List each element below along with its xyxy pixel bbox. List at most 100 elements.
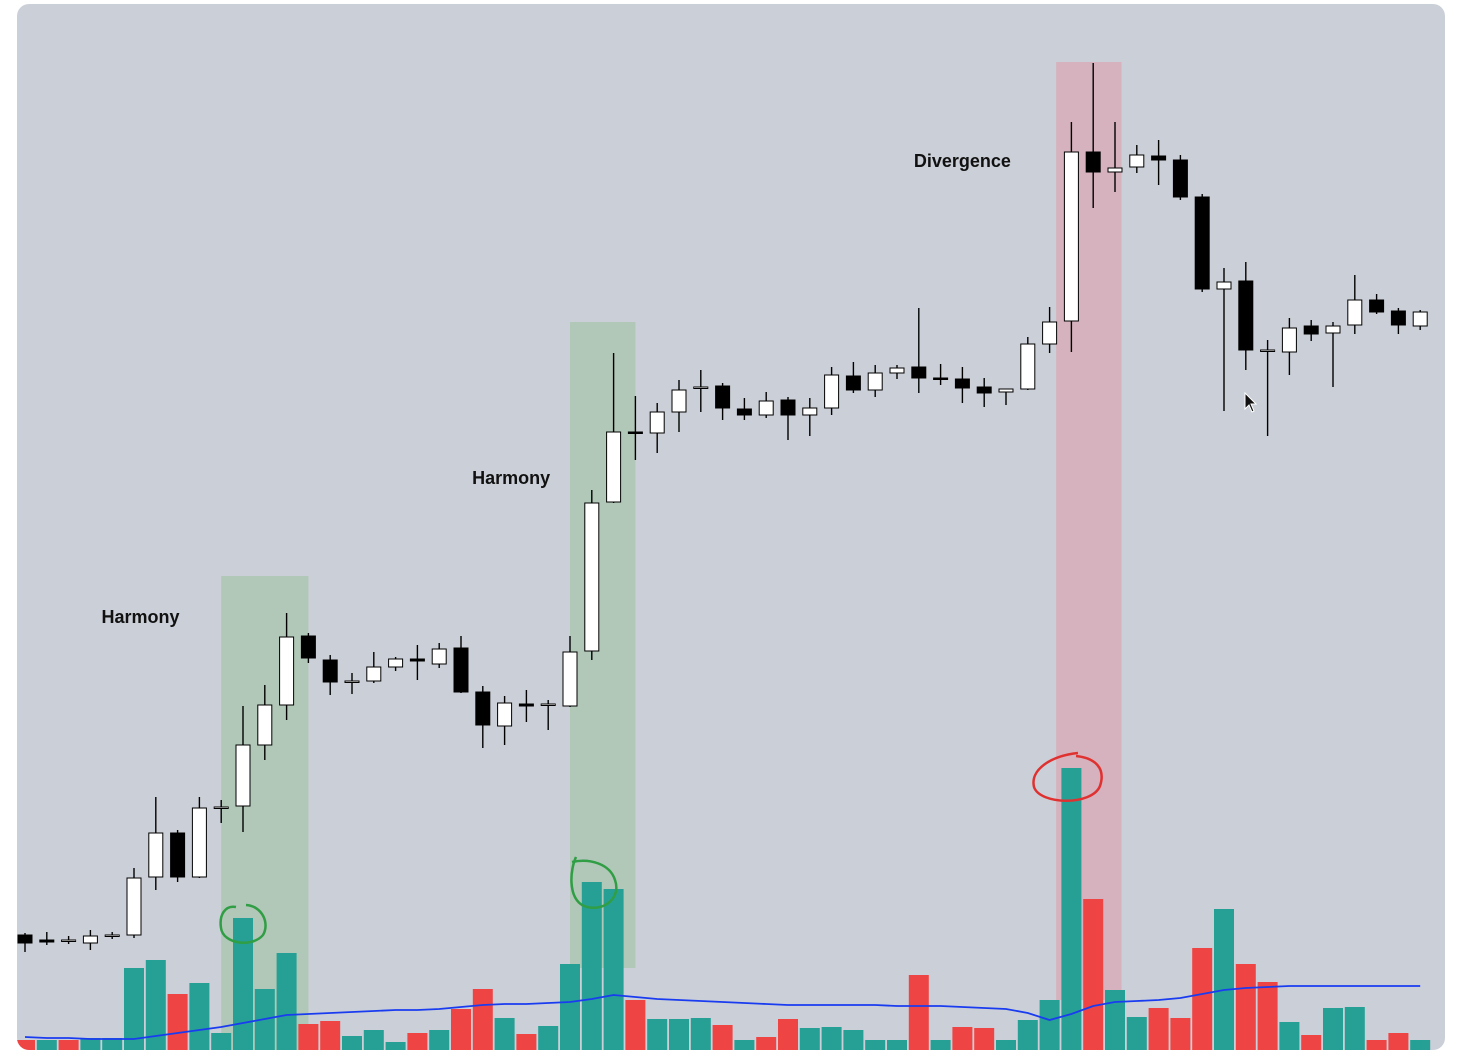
volume-bar <box>1344 1007 1365 1050</box>
candle-body <box>279 636 295 706</box>
volume-bar <box>429 1030 450 1050</box>
candle-body <box>954 378 970 389</box>
volume-bar <box>1410 1040 1431 1050</box>
candle-body <box>1390 310 1406 326</box>
volume-bar <box>560 964 580 1050</box>
candle-body <box>693 386 709 389</box>
volume-bar <box>1214 909 1234 1050</box>
candle-body <box>780 399 796 416</box>
candle-body <box>1063 151 1079 322</box>
candle-body <box>213 806 229 809</box>
volume-bar <box>1192 948 1213 1050</box>
candle-body <box>1107 167 1123 173</box>
volume-bar <box>1039 1000 1060 1050</box>
volume-bar <box>603 889 624 1050</box>
volume-bar <box>211 1033 232 1050</box>
volume-bar <box>1148 1008 1169 1050</box>
volume-bar <box>756 1037 777 1050</box>
candle-body <box>562 651 578 707</box>
volume-bar <box>233 918 253 1050</box>
candle-body <box>1020 343 1036 390</box>
candle-body <box>1281 327 1297 353</box>
candle-body <box>1412 311 1428 327</box>
volume-bar <box>952 1027 973 1050</box>
volume-bar <box>407 1033 428 1050</box>
candle-body <box>824 374 840 409</box>
candle-body <box>998 388 1014 393</box>
candle-body <box>1325 325 1341 334</box>
volume-bar <box>102 1038 123 1050</box>
volume-bar <box>58 1040 79 1050</box>
volume-bar <box>1083 899 1104 1050</box>
highlight-band <box>570 322 636 968</box>
volume-bar <box>1388 1033 1409 1050</box>
candle-body <box>1238 280 1254 351</box>
volume-bar <box>887 1040 907 1050</box>
volume-bar <box>625 1000 646 1050</box>
candle-body <box>845 375 861 391</box>
volume-bar <box>124 968 144 1050</box>
candle-body <box>344 680 360 683</box>
candle-body <box>1151 155 1167 161</box>
candle-body <box>867 372 883 391</box>
hand-drawn-marks <box>219 751 1103 944</box>
candle-body <box>1303 325 1319 335</box>
candle-body <box>497 702 513 727</box>
green-circle <box>570 856 618 910</box>
candle-body <box>540 703 556 706</box>
volume-bar <box>1279 1022 1300 1050</box>
volume-bar <box>145 960 166 1050</box>
candle-body <box>606 431 622 503</box>
candle-body <box>257 704 273 746</box>
volume-bar <box>363 1030 384 1050</box>
candle-body <box>584 502 600 652</box>
volume-bar <box>1301 1035 1322 1050</box>
volume-bar <box>538 1026 559 1050</box>
volume-bar <box>865 1040 886 1050</box>
volume-bar <box>1235 964 1256 1050</box>
volume-bar <box>17 1040 35 1050</box>
volume-bar <box>167 994 188 1050</box>
candle-body <box>388 658 404 668</box>
candle-body <box>148 832 164 878</box>
candle-body <box>126 877 142 936</box>
volume-bar <box>189 983 210 1050</box>
volume-bar <box>647 1019 668 1050</box>
volume-bar <box>799 1028 820 1050</box>
annotation: Harmony <box>102 607 180 627</box>
candle-body <box>1194 196 1210 290</box>
candle-body <box>671 389 687 413</box>
volume-bar <box>80 1038 101 1050</box>
candle-body <box>1369 299 1385 313</box>
candle-body <box>802 407 818 416</box>
annotation: Divergence <box>914 151 1011 171</box>
candle-body <box>61 939 77 942</box>
candle-body <box>322 659 338 683</box>
candle-body <box>1129 154 1145 168</box>
candle-body <box>1172 159 1188 198</box>
candle-body <box>191 807 207 878</box>
candle-body <box>170 832 186 878</box>
volume-bar <box>298 1024 319 1050</box>
volume-bar <box>734 1040 755 1050</box>
candle-body <box>976 386 992 394</box>
volume-bar <box>669 1019 689 1050</box>
volume-bar <box>1323 1008 1343 1050</box>
candle-body <box>82 935 98 944</box>
volume-bar <box>320 1021 341 1050</box>
volume-bar <box>276 953 297 1050</box>
green-circle <box>219 903 267 944</box>
candle-body <box>1216 281 1232 290</box>
volume-bar <box>1061 768 1082 1050</box>
candle-body <box>649 411 665 434</box>
volume-bar <box>690 1018 711 1050</box>
candle-body <box>1085 151 1101 173</box>
volume-bar <box>843 1030 864 1050</box>
candle-body <box>518 703 534 707</box>
volume-bar <box>1017 1020 1038 1050</box>
volume-bar <box>778 1019 798 1050</box>
candle-body <box>911 366 927 379</box>
candle-body <box>104 934 120 937</box>
